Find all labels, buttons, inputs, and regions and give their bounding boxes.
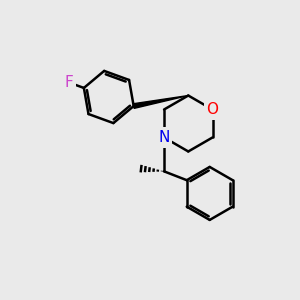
Text: O: O — [206, 102, 218, 117]
Text: F: F — [64, 75, 73, 90]
Text: N: N — [158, 130, 170, 145]
Polygon shape — [133, 95, 188, 108]
